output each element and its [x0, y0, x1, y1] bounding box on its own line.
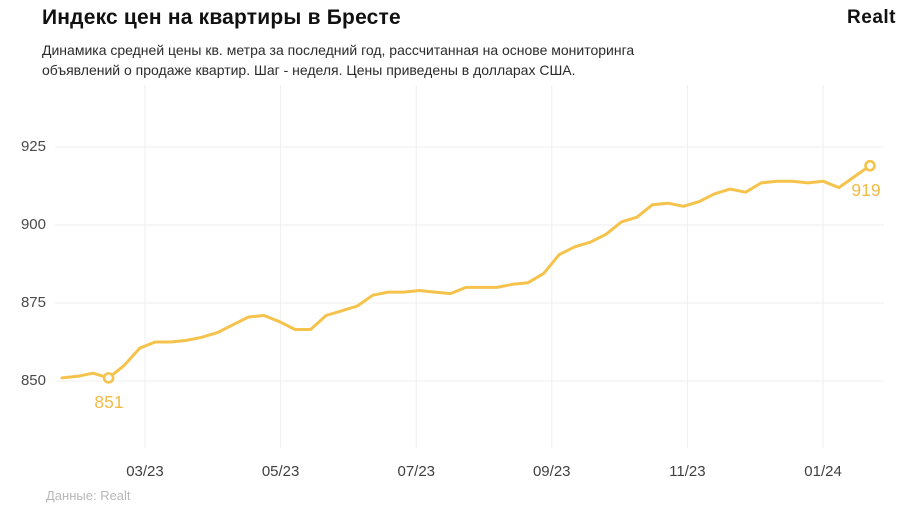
- y-tick-label: 875: [20, 294, 46, 311]
- first-point-label: 851: [94, 392, 124, 412]
- x-tick-label: 11/23: [669, 463, 706, 480]
- subtitle-line-2: объявлений о продаже квартир. Шаг - неде…: [42, 62, 576, 78]
- last-point-label: 919: [851, 180, 881, 200]
- price-series-line: [60, 164, 872, 380]
- end-point-marker: [864, 159, 876, 172]
- realt-logo: Realt: [847, 7, 896, 28]
- data-source: Данные: Realt: [46, 488, 131, 503]
- x-tick-label: 07/23: [397, 463, 436, 480]
- start-point-marker: [102, 372, 115, 384]
- page-title: Индекс цен на квартиры в Бресте: [42, 6, 401, 29]
- x-tick-label: 03/23: [126, 463, 164, 480]
- y-tick-label: 850: [20, 372, 46, 389]
- chart-subtitle: Динамика средней цены кв. метра за после…: [42, 40, 634, 80]
- y-tick-label: 900: [20, 216, 46, 233]
- x-tick-label: 05/23: [261, 463, 300, 480]
- x-tick-label: 01/24: [804, 463, 842, 480]
- subtitle-line-1: Динамика средней цены кв. метра за после…: [42, 42, 635, 58]
- y-tick-label: 925: [20, 138, 46, 155]
- x-tick-label: 09/23: [532, 463, 571, 480]
